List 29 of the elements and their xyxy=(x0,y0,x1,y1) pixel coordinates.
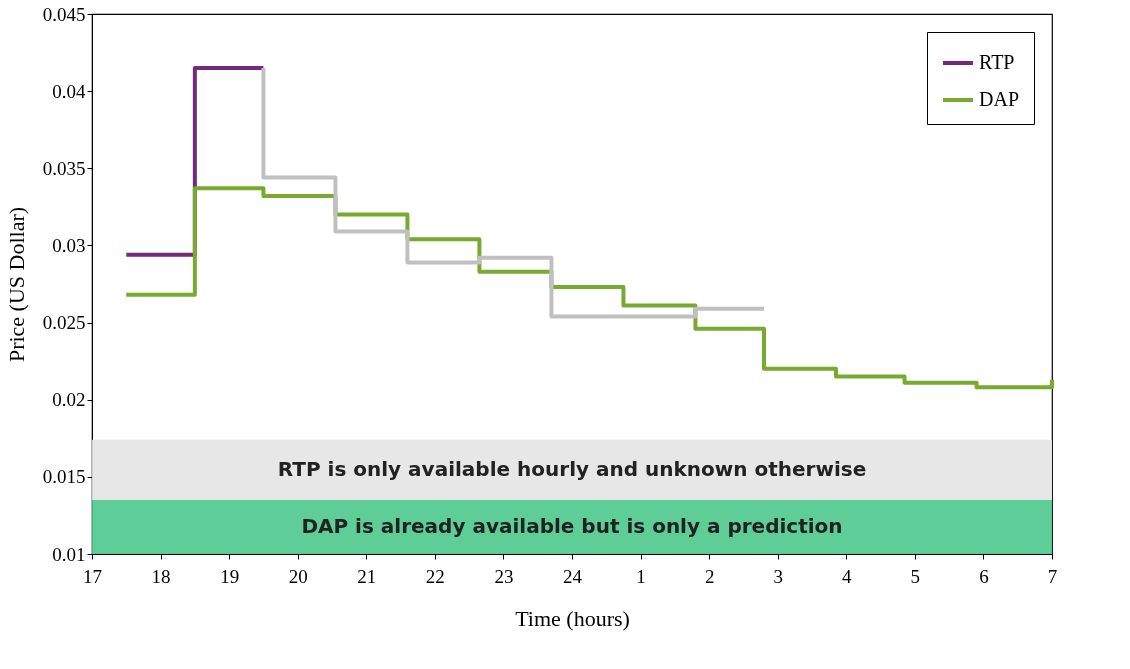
y-tick-label: 0.04 xyxy=(52,80,86,102)
x-tick-label: 20 xyxy=(288,565,308,587)
x-tick-label: 3 xyxy=(773,565,783,587)
y-tick-label: 0.025 xyxy=(42,312,86,334)
band-label: DAP is already available but is only a prediction xyxy=(301,514,843,538)
x-tick-label: 23 xyxy=(494,565,514,587)
y-tick-label: 0.02 xyxy=(52,389,86,411)
x-tick-label: 18 xyxy=(151,565,171,587)
x-tick-label: 1 xyxy=(636,565,646,587)
x-tick-label: 21 xyxy=(357,565,377,587)
x-tick-label: 4 xyxy=(842,565,853,587)
y-tick-label: 0.01 xyxy=(52,543,86,565)
x-tick-label: 22 xyxy=(425,565,445,587)
x-tick-label: 24 xyxy=(563,565,583,587)
y-tick-label: 0.015 xyxy=(42,466,86,488)
x-tick-label: 7 xyxy=(1047,565,1058,587)
legend-label: DAP xyxy=(979,88,1020,110)
x-tick-label: 19 xyxy=(220,565,240,587)
x-axis-title: Time (hours) xyxy=(515,605,630,631)
y-axis-title: Price (US Dollar) xyxy=(3,206,29,363)
band-label: RTP is only available hourly and unknown otherwise xyxy=(277,456,867,481)
x-tick-label: 5 xyxy=(910,565,921,587)
x-tick-label: 2 xyxy=(704,565,715,587)
y-tick-label: 0.035 xyxy=(42,157,86,179)
y-tick-label: 0.03 xyxy=(52,234,86,256)
x-tick-label: 6 xyxy=(979,565,989,587)
legend-label: RTP xyxy=(979,51,1015,73)
x-tick-label: 17 xyxy=(83,565,102,587)
y-tick-label: 0.045 xyxy=(42,3,86,25)
